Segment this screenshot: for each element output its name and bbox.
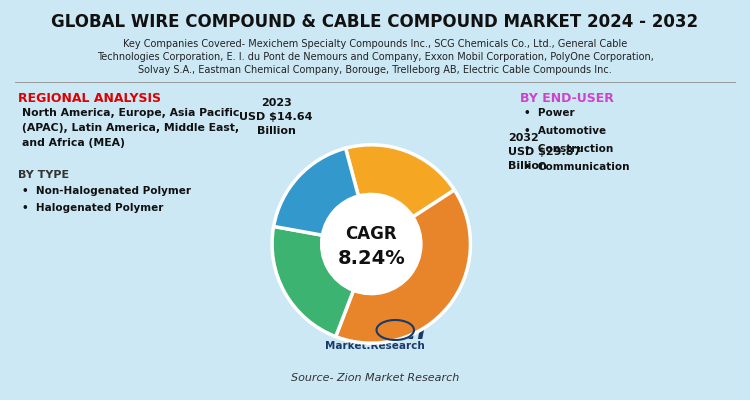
Text: •  Communication: • Communication — [524, 162, 629, 172]
Text: Solvay S.A., Eastman Chemical Company, Borouge, Trelleborg AB, Electric Cable Co: Solvay S.A., Eastman Chemical Company, B… — [138, 65, 612, 75]
Circle shape — [322, 194, 421, 294]
Text: 2032
USD $29.87
Billion: 2032 USD $29.87 Billion — [508, 133, 581, 171]
Text: ion: ion — [382, 320, 425, 344]
Text: 2023
USD $14.64
Billion: 2023 USD $14.64 Billion — [239, 98, 313, 136]
Wedge shape — [346, 145, 454, 217]
Text: •  Construction: • Construction — [524, 144, 614, 154]
Wedge shape — [336, 190, 470, 343]
Text: Key Companies Covered- Mexichem Specialty Compounds Inc., SCG Chemicals Co., Ltd: Key Companies Covered- Mexichem Specialt… — [123, 39, 627, 49]
Wedge shape — [272, 226, 353, 337]
Text: •  Halogenated Polymer: • Halogenated Polymer — [22, 203, 164, 213]
Text: ®: ® — [396, 323, 406, 333]
Text: Technologies Corporation, E. I. du Pont de Nemours and Company, Exxon Mobil Corp: Technologies Corporation, E. I. du Pont … — [97, 52, 653, 62]
Text: Z: Z — [361, 320, 379, 344]
Text: North America, Europe, Asia Pacific
(APAC), Latin America, Middle East,
and Afri: North America, Europe, Asia Pacific (APA… — [22, 108, 239, 148]
Text: 8.24%: 8.24% — [338, 249, 405, 268]
Text: CAGR: CAGR — [346, 225, 397, 243]
Text: BY END-USER: BY END-USER — [520, 92, 614, 105]
Text: Market.Research: Market.Research — [326, 341, 424, 351]
Text: REGIONAL ANALYSIS: REGIONAL ANALYSIS — [18, 92, 161, 105]
Text: GLOBAL WIRE COMPOUND & CABLE COMPOUND MARKET 2024 - 2032: GLOBAL WIRE COMPOUND & CABLE COMPOUND MA… — [52, 13, 698, 31]
Wedge shape — [274, 148, 358, 235]
Text: •  Power: • Power — [524, 108, 574, 118]
Text: Source- Zion Market Research: Source- Zion Market Research — [291, 373, 459, 383]
Text: •  Automotive: • Automotive — [524, 126, 606, 136]
Text: BY TYPE: BY TYPE — [18, 170, 69, 180]
Text: •  Non-Halogenated Polymer: • Non-Halogenated Polymer — [22, 186, 191, 196]
